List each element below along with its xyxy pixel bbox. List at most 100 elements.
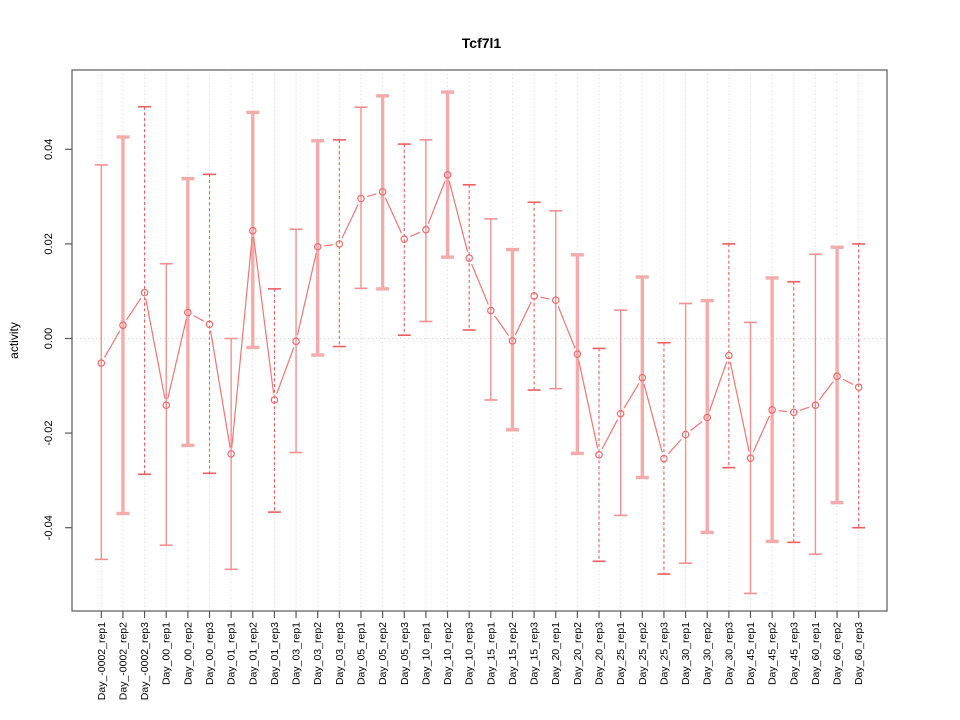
data-point-marker <box>140 288 149 297</box>
plot-border <box>71 69 888 612</box>
x-tick-label: Day_-0002_rep2 <box>117 622 129 700</box>
data-point-marker <box>681 430 690 439</box>
x-tick-label: Day_10_rep2 <box>442 622 454 685</box>
x-tick-label: Day_-0002_rep1 <box>96 622 108 700</box>
x-tick-label: Day_10_rep3 <box>464 622 476 685</box>
data-point-marker <box>789 408 798 417</box>
series-line-segment <box>427 180 446 224</box>
series-line-segment <box>752 415 771 453</box>
data-point-marker <box>833 372 841 381</box>
data-point-marker <box>811 401 820 409</box>
series-line-segment <box>643 383 663 453</box>
data-point-marker <box>292 337 300 346</box>
x-tick-label: Day_10_rep1 <box>420 622 432 685</box>
x-tick-label: Day_15_rep3 <box>529 622 541 685</box>
data-point-marker <box>616 409 625 418</box>
x-tick-label: Day_01_rep1 <box>226 622 238 685</box>
x-tick-label: Day_60_rep2 <box>832 622 844 685</box>
x-tick-label: Day_05_rep3 <box>399 622 411 685</box>
x-tick-label: Day_15_rep1 <box>485 622 497 685</box>
x-tick-label: Day_30_rep1 <box>680 622 692 685</box>
x-tick-label: Day_00_rep1 <box>161 622 173 685</box>
y-axis-label: activity <box>7 322 21 359</box>
series-line-segment <box>540 296 550 300</box>
x-tick-label: Day_15_rep2 <box>507 622 519 685</box>
y-tick-label: -0.04 <box>43 515 55 540</box>
x-tick-label: Day_01_rep2 <box>247 622 259 685</box>
series-line-segment <box>729 361 750 452</box>
series-line-segment <box>601 419 619 450</box>
series-line-segment <box>193 315 205 322</box>
data-point-marker <box>422 225 430 234</box>
x-tick-label: Day_20_rep3 <box>594 622 606 685</box>
x-tick-label: Day_45_rep3 <box>788 622 800 685</box>
series-line-segment <box>494 315 510 336</box>
data-point-marker <box>530 292 538 300</box>
x-tick-label: Day_60_rep3 <box>853 622 865 685</box>
series-line-segment <box>231 237 253 448</box>
series-line-segment <box>367 193 377 198</box>
y-tick-label: -0.02 <box>43 421 55 446</box>
series-line-segment <box>514 301 532 336</box>
x-tick-label: Day_45_rep1 <box>745 622 757 685</box>
series-line-segment <box>818 381 834 401</box>
data-point-marker <box>768 406 776 414</box>
series-line-segment <box>296 252 317 336</box>
series-line-segment <box>623 383 640 409</box>
x-tick-label: Day_20_rep2 <box>572 622 584 685</box>
data-point-marker <box>162 401 171 409</box>
x-tick-label: Day_25_rep3 <box>658 622 670 685</box>
series-line-segment <box>557 305 576 349</box>
x-tick-label: Day_-0002_rep3 <box>139 622 151 700</box>
x-tick-label: Day_05_rep2 <box>377 622 389 685</box>
series-line-segment <box>799 406 810 411</box>
x-tick-label: Day_30_rep2 <box>702 622 714 685</box>
x-tick-label: Day_25_rep2 <box>637 622 649 685</box>
y-tick-label: 0.02 <box>43 233 55 254</box>
data-point-marker <box>595 451 603 459</box>
x-tick-label: Day_01_rep3 <box>269 622 281 685</box>
series-line-segment <box>324 244 333 247</box>
x-tick-label: Day_05_rep1 <box>355 622 367 685</box>
x-tick-label: Day_25_rep1 <box>615 622 627 685</box>
y-tick-label: 0.04 <box>43 139 55 160</box>
data-point-marker <box>551 296 560 304</box>
series-line-segment <box>341 204 359 239</box>
series-line-segment <box>708 361 728 412</box>
series-line-segment <box>578 360 599 449</box>
x-tick-label: Day_30_rep3 <box>723 622 735 685</box>
x-tick-label: Day_60_rep1 <box>810 622 822 685</box>
x-tick-label: Day_00_rep2 <box>182 622 194 685</box>
series-line-segment <box>253 237 275 394</box>
y-tick-label: 0.00 <box>43 328 55 349</box>
x-tick-label: Day_00_rep3 <box>204 622 216 685</box>
data-point-marker <box>378 188 387 196</box>
data-point-marker <box>573 350 582 358</box>
series-line-segment <box>842 378 854 385</box>
data-point-marker <box>357 194 365 203</box>
series-line-segment <box>209 330 231 448</box>
series-line-segment <box>667 438 682 455</box>
data-point-marker <box>335 240 344 248</box>
data-point-marker <box>313 242 322 251</box>
data-point-marker <box>443 171 452 179</box>
chart-title: Tcf7l1 <box>462 35 502 51</box>
x-tick-label: Day_20_rep1 <box>550 622 562 685</box>
data-point-marker <box>508 337 517 345</box>
data-point-marker <box>400 235 409 243</box>
data-point-marker <box>465 254 473 262</box>
data-point-marker <box>725 351 733 360</box>
series-line-segment <box>126 297 142 321</box>
data-point-marker <box>660 454 668 463</box>
data-point-marker <box>638 373 647 382</box>
x-tick-label: Day_03_rep2 <box>312 622 324 685</box>
series-line-segment <box>167 318 187 399</box>
data-point-marker <box>119 321 127 330</box>
data-point-marker <box>703 413 712 422</box>
data-point-marker <box>854 383 863 392</box>
x-tick-label: Day_45_rep2 <box>767 622 779 685</box>
series-line-segment <box>778 410 788 413</box>
